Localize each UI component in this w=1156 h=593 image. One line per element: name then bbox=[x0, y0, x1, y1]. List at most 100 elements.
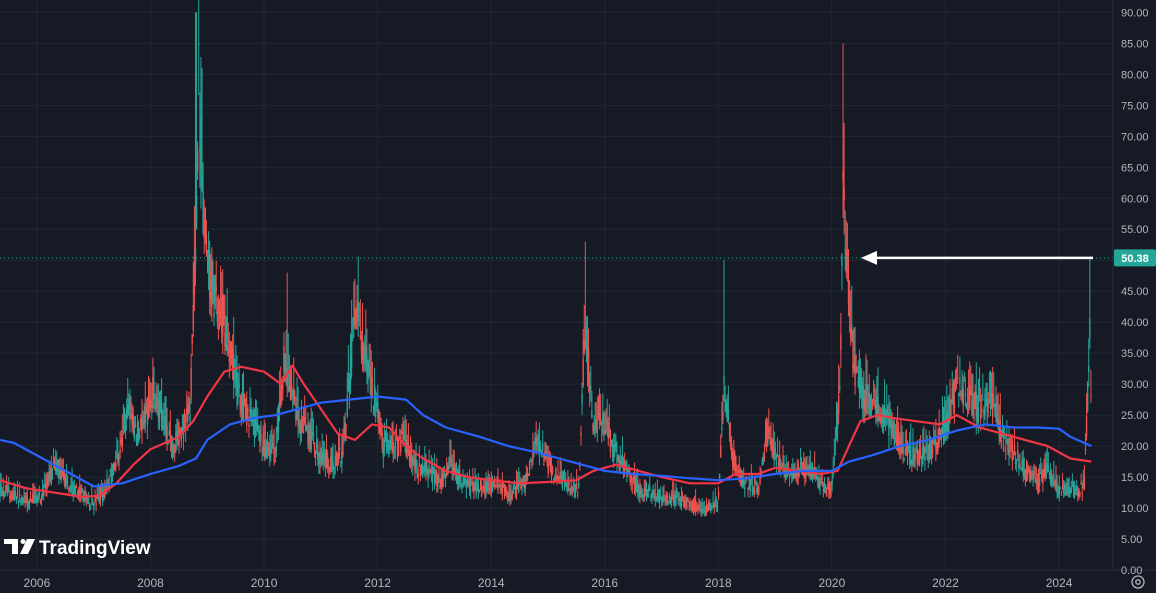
candle-body bbox=[366, 353, 368, 375]
candle-body bbox=[974, 390, 976, 409]
candle-body bbox=[1045, 464, 1047, 479]
candle-body bbox=[449, 458, 451, 463]
candle-body bbox=[610, 440, 613, 446]
candle-body bbox=[80, 489, 82, 500]
candle-body bbox=[270, 448, 272, 454]
candle-body bbox=[305, 424, 307, 431]
candle-body bbox=[522, 481, 524, 483]
candle-body bbox=[769, 437, 771, 439]
candle-body bbox=[479, 487, 482, 490]
candle-body bbox=[203, 223, 205, 239]
candle-body bbox=[38, 493, 41, 496]
chart-settings-icon[interactable] bbox=[1131, 575, 1145, 589]
candle-body bbox=[744, 487, 746, 490]
candle-body bbox=[1069, 488, 1071, 494]
candle-body bbox=[568, 481, 570, 486]
candle-body bbox=[141, 424, 143, 433]
candle-body bbox=[484, 485, 486, 495]
candle-body bbox=[103, 492, 105, 499]
candle-body bbox=[336, 459, 339, 464]
candle-body bbox=[510, 496, 512, 499]
candle-body bbox=[959, 378, 961, 384]
candle-body bbox=[77, 491, 80, 494]
candle-body bbox=[754, 482, 757, 483]
candle-body bbox=[388, 443, 390, 451]
candle-body bbox=[658, 496, 661, 503]
candle-body bbox=[496, 486, 498, 488]
candle-body bbox=[655, 498, 658, 500]
candle-body bbox=[1065, 492, 1067, 495]
candle-body bbox=[381, 432, 383, 449]
candle-body bbox=[836, 407, 839, 430]
tradingview-logo[interactable]: TradingView bbox=[4, 538, 151, 559]
candle-body bbox=[631, 485, 633, 487]
candle-body bbox=[133, 427, 136, 439]
time-axis[interactable]: 2006 2008 2010 2012 2014 2016 2018 2020 2022 2024 bbox=[24, 576, 1073, 590]
candle-body bbox=[377, 403, 379, 419]
candle-body bbox=[1010, 441, 1012, 443]
x-tick-label: 2014 bbox=[478, 576, 505, 590]
candle-body bbox=[298, 419, 300, 427]
candle-body bbox=[94, 499, 96, 501]
candle-body bbox=[1059, 487, 1062, 488]
candle-body bbox=[550, 464, 553, 477]
candle-body bbox=[310, 430, 312, 450]
candle-body bbox=[127, 404, 129, 416]
candle-body bbox=[106, 480, 108, 487]
candle-body bbox=[833, 453, 836, 455]
candle-body bbox=[240, 394, 243, 411]
candle-body bbox=[267, 442, 270, 446]
candle-body bbox=[795, 471, 797, 480]
candle-body bbox=[1068, 490, 1070, 493]
candle-body bbox=[942, 427, 945, 438]
candle-body bbox=[591, 410, 593, 418]
candle-body bbox=[1020, 467, 1022, 469]
candle-body bbox=[923, 445, 925, 456]
candle-body bbox=[937, 442, 939, 449]
candle-body bbox=[899, 448, 901, 450]
candle-body bbox=[115, 462, 117, 469]
candle-body bbox=[940, 428, 943, 441]
candle-body bbox=[875, 401, 877, 415]
candle-body bbox=[325, 452, 328, 461]
candle-body bbox=[1066, 488, 1068, 493]
candle-body bbox=[915, 447, 917, 449]
candle-body bbox=[760, 473, 762, 475]
candle-body bbox=[467, 481, 470, 483]
candle-body bbox=[162, 425, 164, 430]
candle-body bbox=[961, 385, 963, 394]
candle-body bbox=[257, 425, 259, 431]
x-tick-label: 2024 bbox=[1046, 576, 1073, 590]
candle-body bbox=[801, 462, 804, 465]
y-tick-label: 40.00 bbox=[1121, 317, 1149, 329]
candle-body bbox=[166, 425, 168, 439]
candle-body bbox=[132, 414, 134, 428]
candle-body bbox=[70, 490, 72, 492]
y-tick-label: 15.00 bbox=[1121, 472, 1149, 484]
candle-body bbox=[144, 406, 146, 424]
candle-body bbox=[773, 447, 775, 458]
candle-body bbox=[817, 480, 819, 487]
candle-body bbox=[547, 463, 549, 474]
candle-body bbox=[594, 426, 596, 431]
candle-body bbox=[265, 450, 268, 454]
candle-body bbox=[702, 508, 704, 511]
candle-body bbox=[962, 389, 964, 407]
annotation-arrow bbox=[861, 250, 1093, 265]
candle-body bbox=[1023, 469, 1026, 478]
candle-body bbox=[1089, 318, 1091, 339]
candle-body bbox=[402, 430, 404, 443]
candle-body bbox=[331, 456, 333, 472]
candle-body bbox=[542, 443, 544, 451]
candle-body bbox=[939, 431, 941, 438]
x-tick-label: 2008 bbox=[137, 576, 164, 590]
candle-body bbox=[215, 285, 217, 292]
candle-body bbox=[880, 416, 882, 419]
candle-body bbox=[318, 452, 320, 464]
candle-body bbox=[518, 481, 520, 493]
candle-body bbox=[614, 444, 616, 448]
candle-body bbox=[343, 437, 345, 439]
candle-body bbox=[1029, 470, 1031, 482]
